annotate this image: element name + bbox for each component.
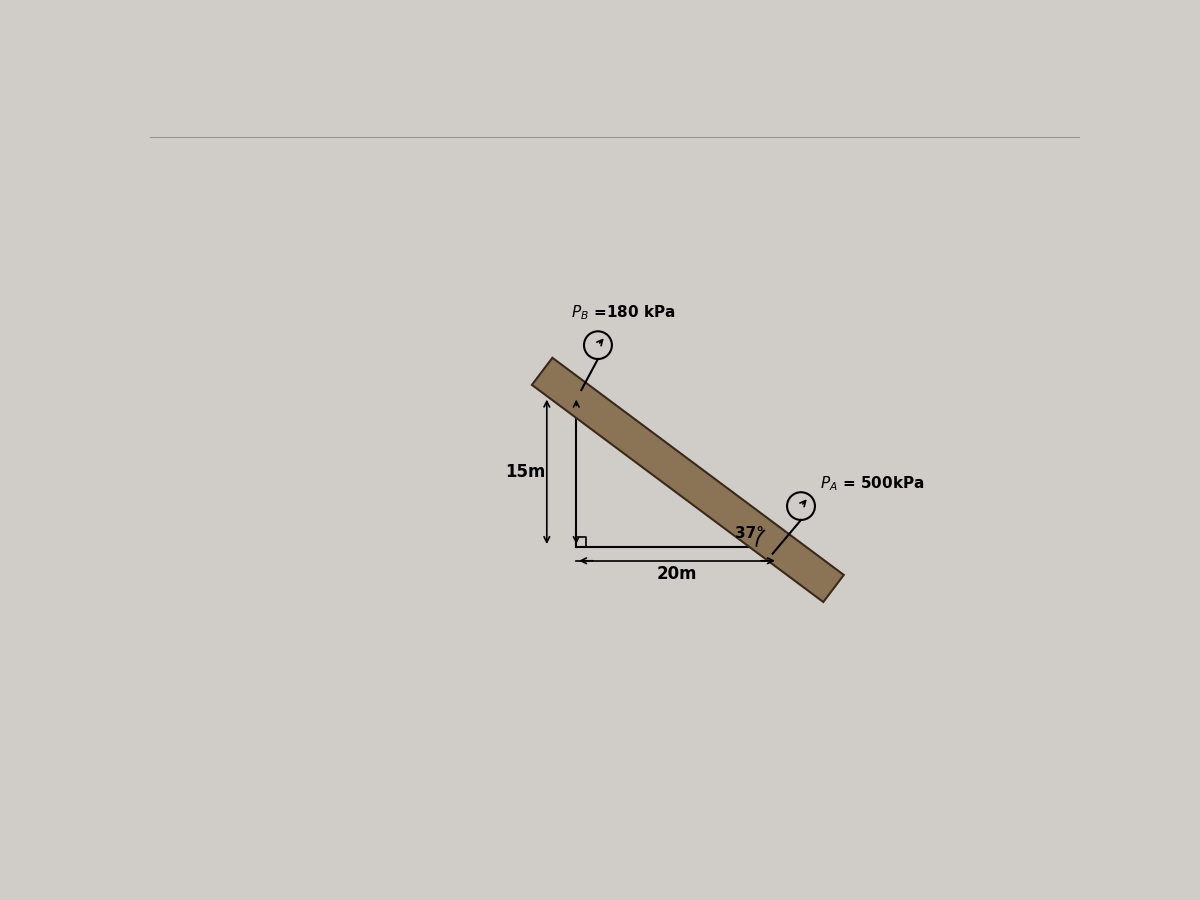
- Text: 20m: 20m: [656, 565, 697, 583]
- Text: $P_A$ = 500kPa: $P_A$ = 500kPa: [821, 474, 925, 493]
- Polygon shape: [532, 358, 844, 602]
- Text: 15m: 15m: [505, 463, 545, 481]
- Text: 37°: 37°: [736, 526, 764, 541]
- Text: $P_B$ =180 kPa: $P_B$ =180 kPa: [571, 303, 676, 322]
